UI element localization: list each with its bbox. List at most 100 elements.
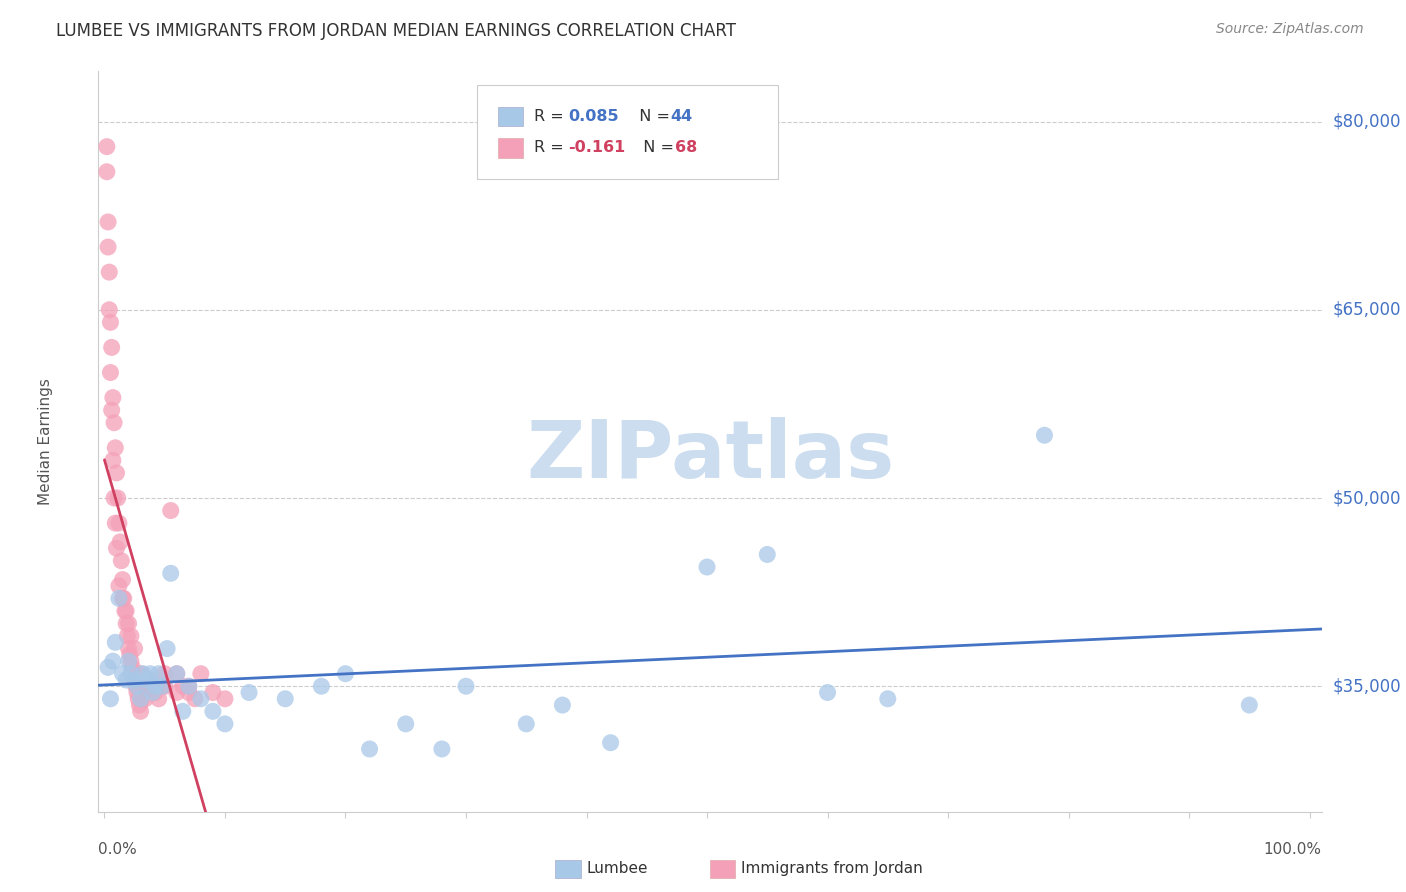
Point [115, 673, 138, 687]
Point [190, 666, 212, 681]
Point [150, 679, 173, 693]
Point [190, 691, 212, 706]
Point [139, 666, 162, 681]
Point [104, 441, 127, 455]
Point [166, 666, 188, 681]
Point [101, 654, 124, 668]
Text: 0.0%: 0.0% [98, 842, 138, 857]
Point [98, 302, 121, 317]
Point [876, 691, 898, 706]
Point [132, 666, 155, 681]
Point [142, 685, 165, 699]
Point [156, 641, 179, 656]
Point [96, 165, 118, 179]
Point [108, 516, 131, 530]
Text: 68: 68 [675, 140, 697, 155]
Point [112, 591, 135, 606]
Point [166, 685, 188, 699]
Point [124, 673, 146, 687]
Point [101, 453, 124, 467]
Point [159, 566, 181, 581]
Point [103, 491, 125, 505]
Point [1033, 428, 1056, 442]
Point [117, 629, 139, 643]
Point [107, 491, 129, 505]
Text: R =: R = [534, 140, 569, 155]
Point [121, 660, 143, 674]
Point [100, 366, 122, 380]
Text: 44: 44 [671, 109, 693, 124]
Point [238, 685, 260, 699]
Point [111, 591, 134, 606]
Point [132, 679, 155, 693]
Point [430, 742, 453, 756]
Text: Immigrants from Jordan: Immigrants from Jordan [741, 862, 922, 876]
Point [454, 679, 477, 693]
Text: Lumbee: Lumbee [586, 862, 648, 876]
Point [100, 315, 122, 329]
Point [201, 704, 224, 718]
Point [172, 704, 194, 718]
Point [114, 604, 136, 618]
Point [148, 691, 170, 706]
Point [177, 685, 200, 699]
Point [104, 516, 127, 530]
Point [150, 679, 173, 693]
Point [214, 717, 236, 731]
Point [111, 666, 134, 681]
Point [117, 616, 139, 631]
Point [395, 717, 418, 731]
Point [111, 573, 134, 587]
Point [148, 666, 170, 681]
Point [135, 673, 157, 687]
Point [120, 654, 142, 668]
Point [97, 660, 120, 674]
Point [105, 466, 128, 480]
Point [108, 579, 131, 593]
Text: $65,000: $65,000 [1333, 301, 1402, 318]
Point [177, 679, 200, 693]
Point [142, 679, 165, 693]
Point [101, 391, 124, 405]
Point [108, 535, 131, 549]
Point [108, 591, 131, 606]
Point [100, 403, 122, 417]
Text: LUMBEE VS IMMIGRANTS FROM JORDAN MEDIAN EARNINGS CORRELATION CHART: LUMBEE VS IMMIGRANTS FROM JORDAN MEDIAN … [56, 22, 737, 40]
Point [118, 648, 141, 662]
Point [125, 685, 148, 699]
Point [100, 340, 122, 354]
Point [120, 666, 142, 681]
Text: 100.0%: 100.0% [1264, 842, 1322, 857]
Point [127, 691, 149, 706]
Point [96, 139, 118, 153]
Point [177, 679, 200, 693]
Point [110, 554, 132, 568]
Point [172, 679, 194, 693]
Point [120, 629, 142, 643]
Point [124, 673, 146, 687]
Point [696, 560, 718, 574]
Point [104, 635, 127, 649]
Point [105, 541, 128, 556]
Point [311, 679, 333, 693]
Point [515, 717, 537, 731]
Point [97, 215, 120, 229]
Point [214, 691, 236, 706]
Point [551, 698, 574, 712]
Point [115, 604, 138, 618]
Point [139, 673, 162, 687]
Point [135, 673, 157, 687]
Point [117, 654, 139, 668]
Point [335, 666, 357, 681]
Text: $35,000: $35,000 [1333, 677, 1402, 695]
Text: N =: N = [628, 109, 675, 124]
Point [143, 679, 166, 693]
Point [756, 548, 779, 562]
Point [129, 666, 152, 681]
Text: R =: R = [534, 109, 569, 124]
Text: Source: ZipAtlas.com: Source: ZipAtlas.com [1216, 22, 1364, 37]
Point [359, 742, 381, 756]
Text: ZIPatlas: ZIPatlas [526, 417, 894, 495]
Point [98, 265, 121, 279]
Text: N =: N = [633, 140, 679, 155]
